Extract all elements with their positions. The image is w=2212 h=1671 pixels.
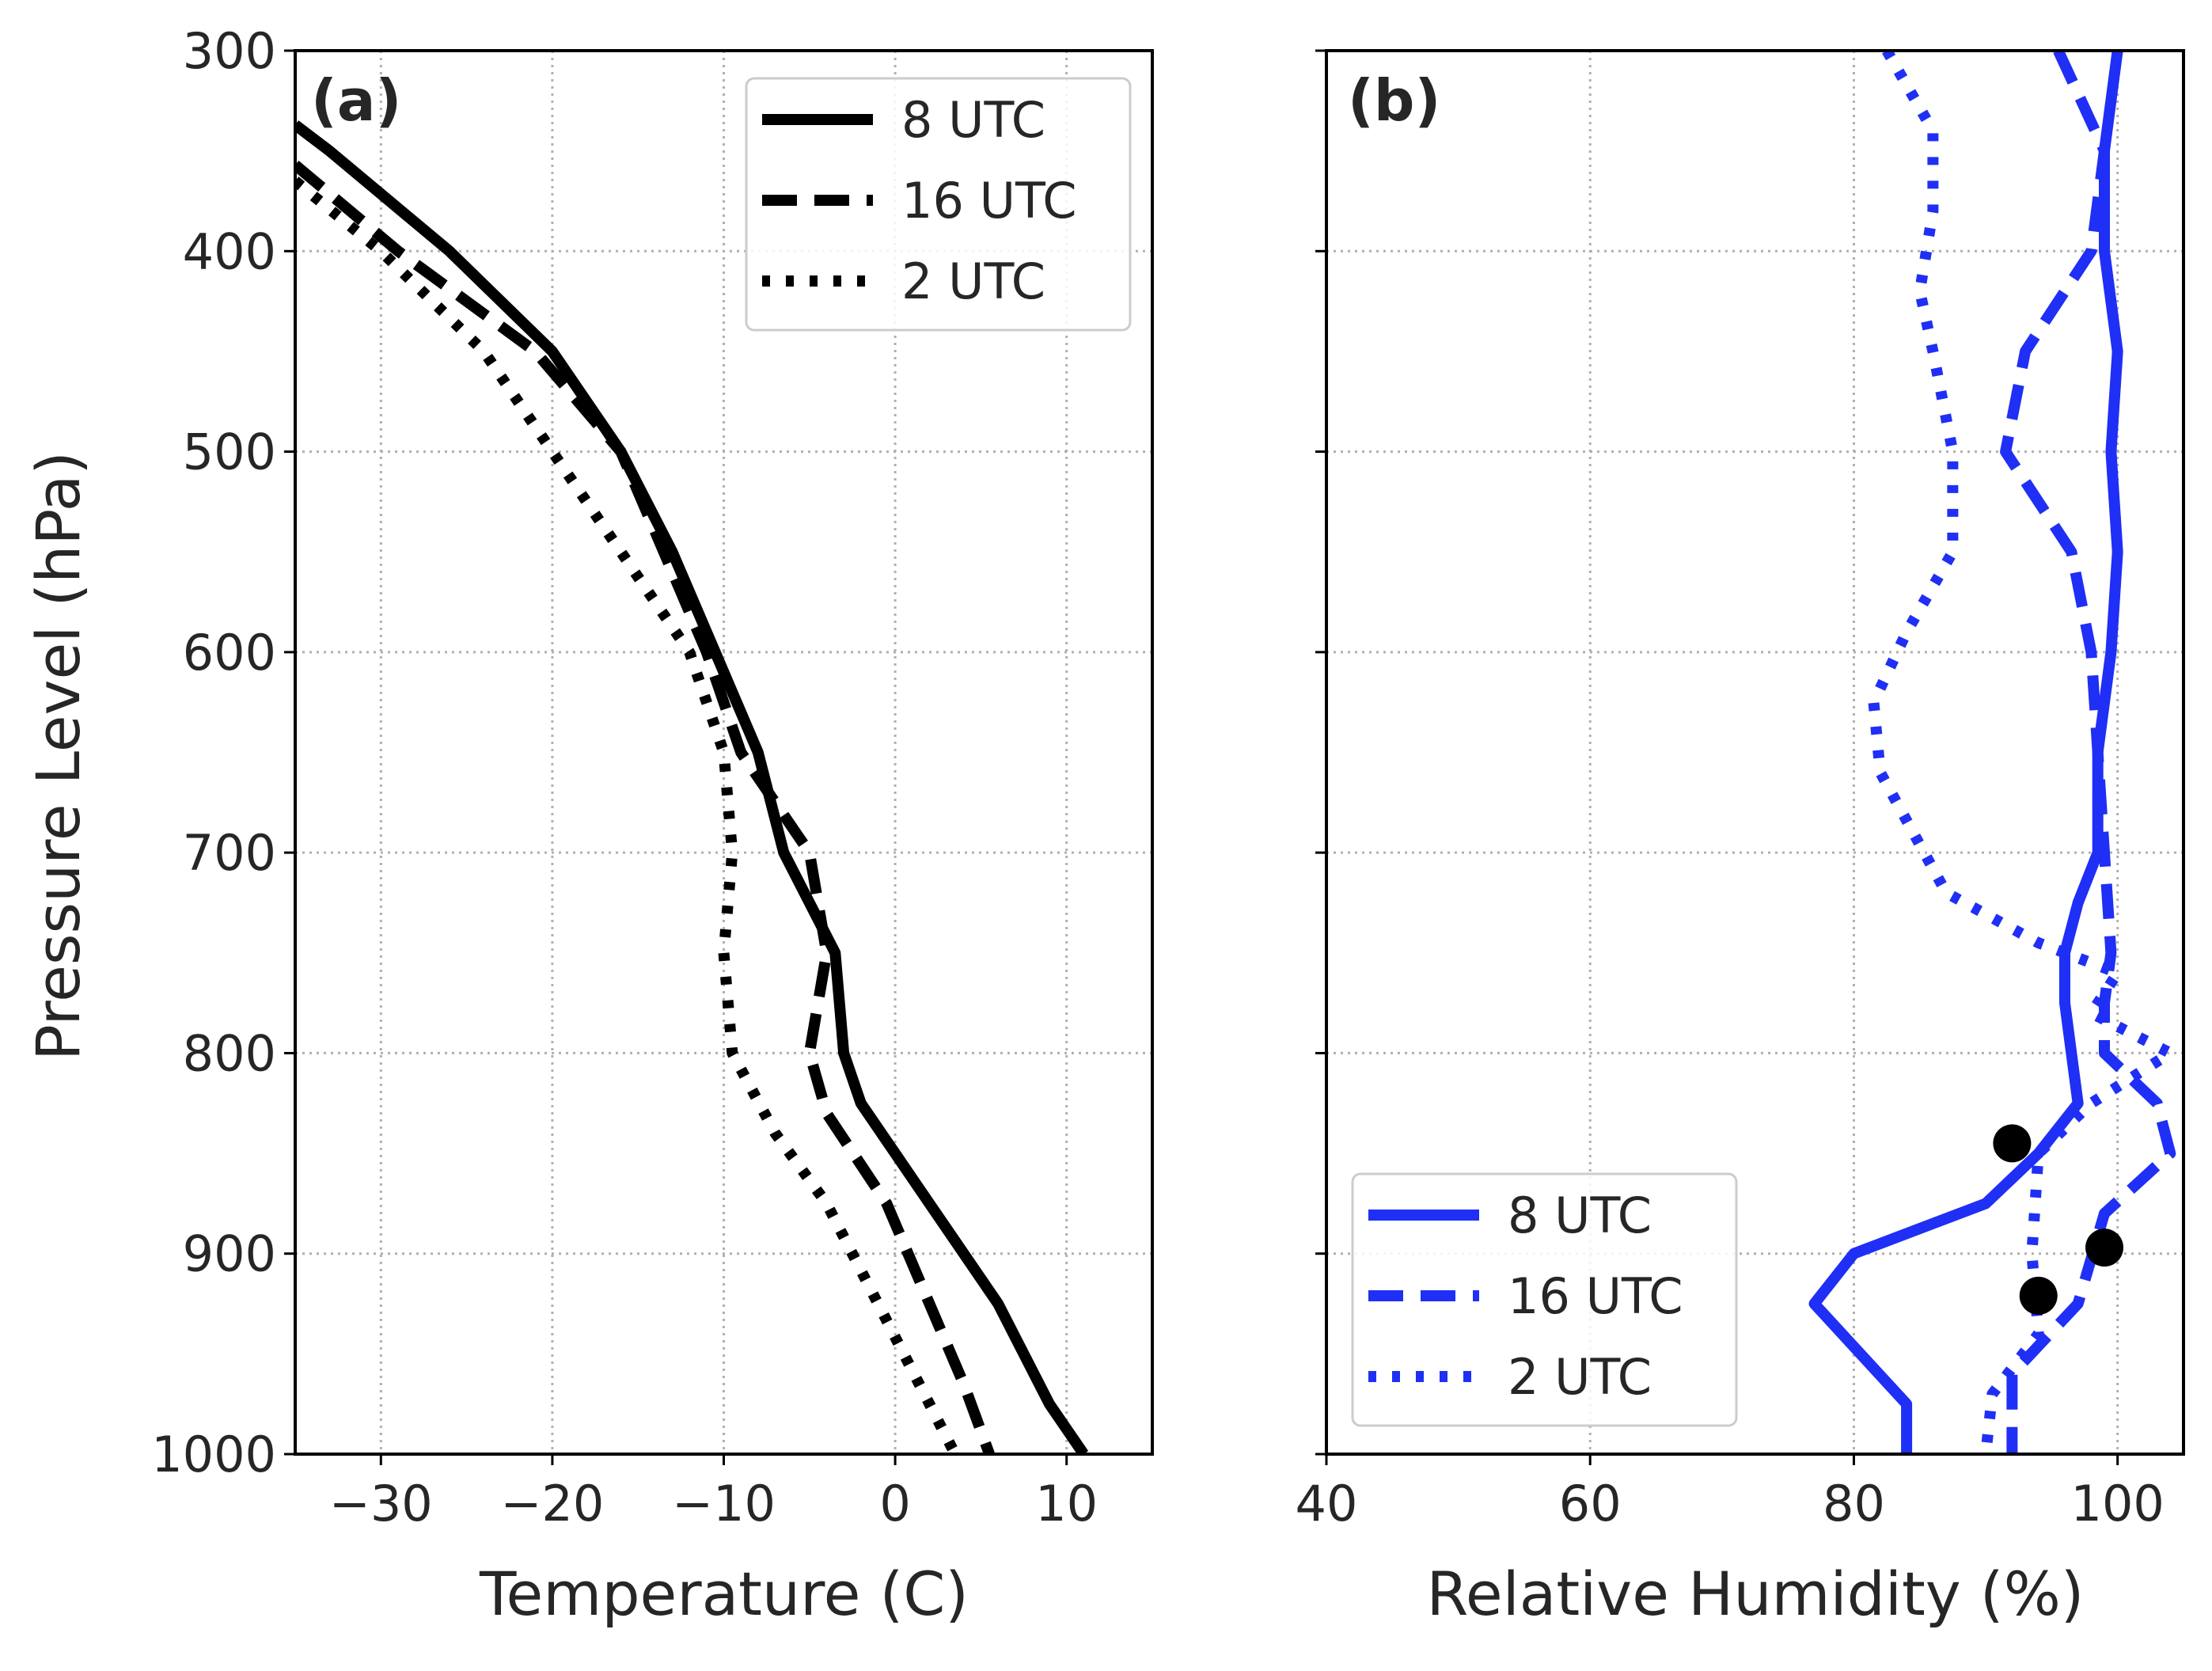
panel-b-humidity: 40 60 80 100 (b) Relative Humidity (%) 8 UT… <box>1296 49 2185 1629</box>
y-tick-label: 700 <box>183 824 276 882</box>
x-tick-label: 40 <box>1296 1475 1358 1532</box>
x-tick-label: 10 <box>1035 1475 1098 1532</box>
y-tick-label: 800 <box>183 1024 276 1082</box>
panel-a-ylabel: Pressure Level (hPa) <box>23 451 93 1061</box>
legend-entry-label: 8 UTC <box>1508 1187 1652 1244</box>
series-line-2-utc <box>1868 51 2176 1454</box>
legend-entry-label: 2 UTC <box>1508 1348 1652 1406</box>
panel-a-ticks: −30 −20 −10 0 10 300 400 500 600 700 800 900 1000 <box>151 22 1098 1532</box>
y-tick-label: 500 <box>183 423 276 481</box>
x-tick-label: 80 <box>1823 1475 1885 1532</box>
legend-entry-label: 8 UTC <box>901 91 1045 149</box>
highlight-marker <box>2085 1229 2124 1267</box>
panel-a-label: (a) <box>311 67 401 134</box>
x-tick-label: −10 <box>672 1475 776 1532</box>
series-line-16-utc <box>2000 51 2176 1454</box>
legend-entry-label: 16 UTC <box>901 172 1077 230</box>
x-tick-label: −20 <box>500 1475 604 1532</box>
series-line-2-utc <box>295 177 961 1454</box>
x-tick-label: 0 <box>879 1475 910 1532</box>
series-line-16-utc <box>295 161 995 1454</box>
panel-a-series <box>295 120 1089 1454</box>
y-tick-label: 400 <box>183 222 276 280</box>
y-tick-label: 300 <box>183 22 276 80</box>
panel-a-xlabel: Temperature (C) <box>479 1559 969 1629</box>
x-tick-label: −30 <box>329 1475 433 1532</box>
legend-frame <box>1351 1172 1738 1427</box>
y-tick-label: 900 <box>183 1225 276 1283</box>
panel-a-legend: 8 UTC 16 UTC 2 UTC <box>745 77 1132 332</box>
y-tick-label: 600 <box>183 624 276 682</box>
panel-b-legend: 8 UTC 16 UTC 2 UTC <box>1351 1172 1738 1427</box>
panel-b-ticks: 40 60 80 100 <box>1296 49 2165 1532</box>
highlight-marker <box>1993 1124 2032 1163</box>
panel-b-frame <box>1325 49 2185 1456</box>
highlight-marker <box>2019 1276 2058 1315</box>
panel-b-series <box>1808 51 2176 1454</box>
legend-frame <box>745 77 1132 332</box>
y-tick-label: 1000 <box>151 1426 276 1483</box>
x-tick-label: 60 <box>1559 1475 1622 1532</box>
series-line-8-utc <box>1808 51 2123 1454</box>
panel-b-xlabel: Relative Humidity (%) <box>1427 1559 2085 1629</box>
x-tick-label: 100 <box>2071 1475 2165 1532</box>
panel-a-temperature: −30 −20 −10 0 10 300 400 500 600 700 800 900 1000 (a… <box>23 22 1154 1629</box>
legend-entry-label: 2 UTC <box>901 253 1045 310</box>
panel-b-label: (b) <box>1348 67 1440 134</box>
panel-b-markers <box>1993 1124 2124 1315</box>
legend-entry-label: 16 UTC <box>1508 1267 1683 1325</box>
